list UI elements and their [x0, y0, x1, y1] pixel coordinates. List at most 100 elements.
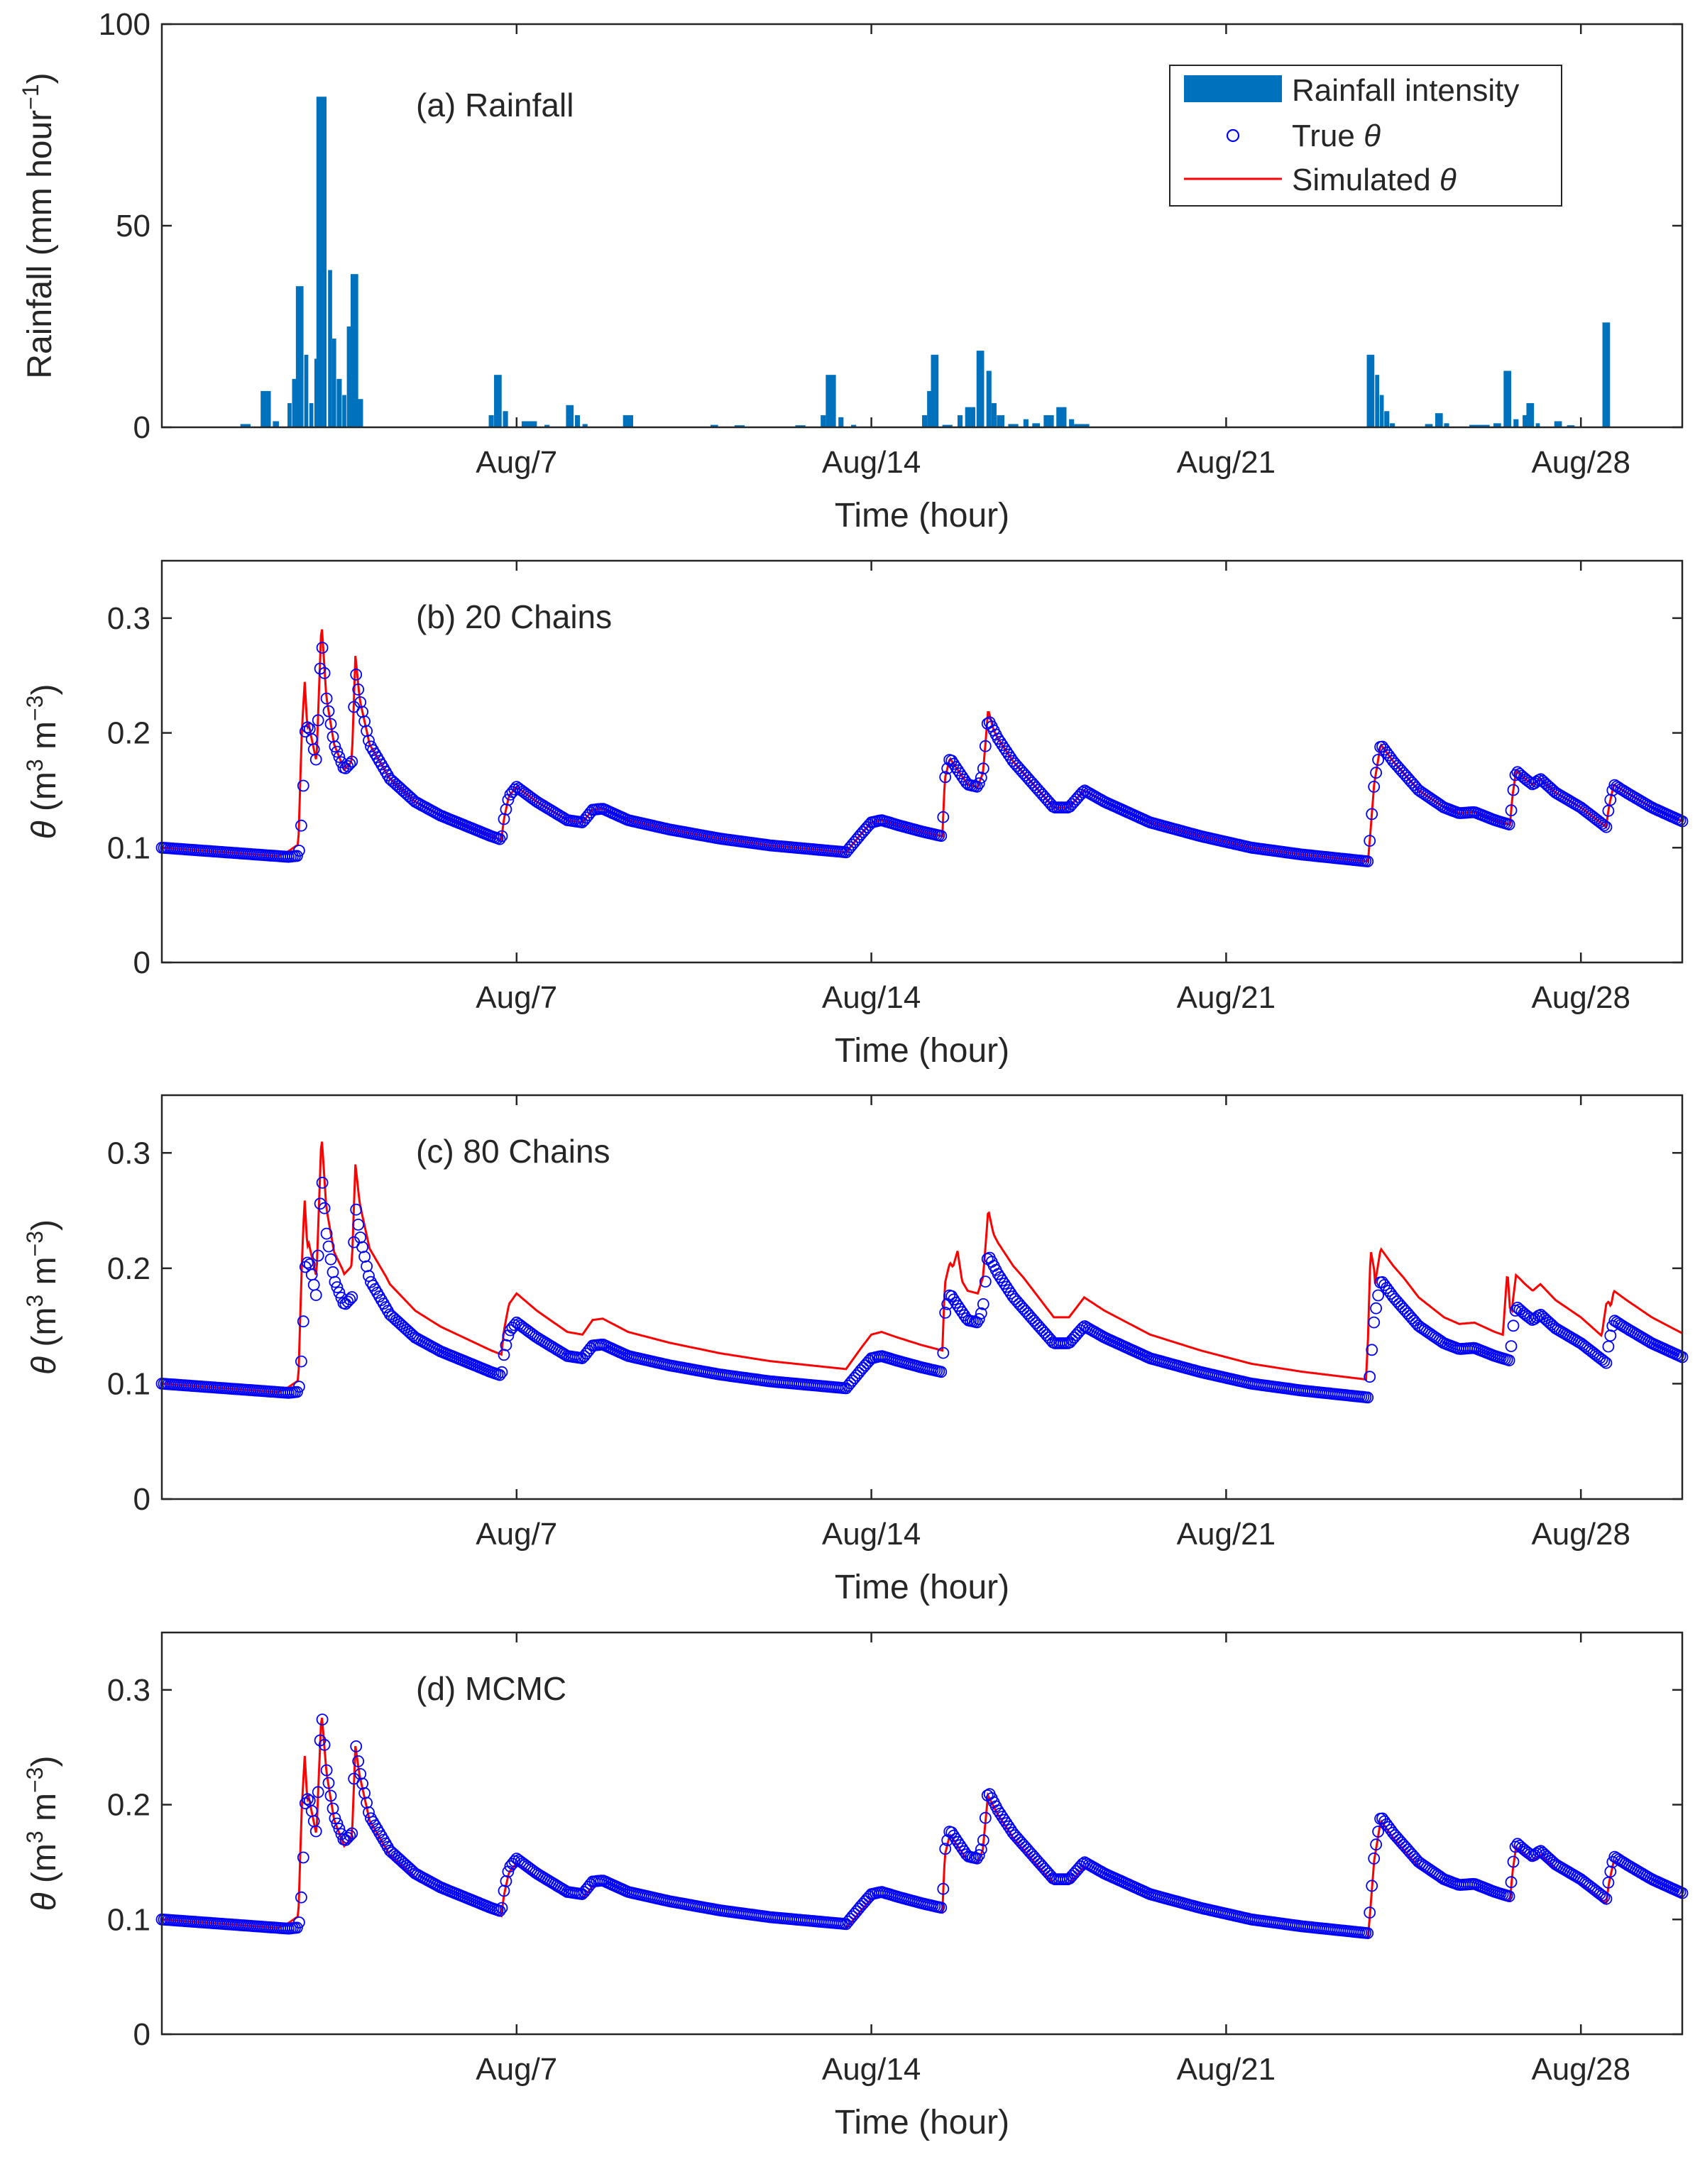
rainfall-bar	[965, 407, 975, 427]
legend-true-sym: θ	[1364, 119, 1381, 153]
true-theta-point	[994, 1807, 1007, 1820]
rainfall-bar	[346, 326, 352, 427]
true-theta-point	[1600, 1892, 1613, 1905]
true-theta-markers	[155, 642, 1689, 867]
x-axis-label: Time (hour)	[835, 1032, 1009, 1070]
rainfall-bar	[1425, 424, 1433, 427]
rainfall-bar	[1567, 425, 1575, 427]
true-theta-point	[1002, 748, 1015, 761]
rainfall-bar	[521, 421, 537, 427]
panel-title: (c) 80 Chains	[416, 1133, 610, 1170]
x-tick-label: Aug/28	[1531, 2052, 1630, 2087]
true-theta-point	[290, 1921, 303, 1934]
x-tick-label: Aug/21	[1177, 445, 1276, 480]
true-theta-point	[1364, 1906, 1376, 1919]
true-theta-point	[1602, 1876, 1615, 1889]
x-tick-label: Aug/14	[822, 2052, 921, 2087]
legend: Rainfall intensity True θ Simulated θ	[1169, 65, 1562, 207]
true-theta-point	[952, 1300, 964, 1312]
true-theta-point	[324, 1253, 337, 1266]
y-tick-label: 100	[99, 7, 150, 42]
true-theta-point	[329, 1275, 341, 1288]
true-theta-point	[1372, 1289, 1384, 1302]
y-tick-label: 0.2	[107, 1788, 150, 1823]
true-theta-point	[948, 757, 960, 770]
true-theta-markers	[155, 1176, 1689, 1404]
true-theta-point	[979, 1811, 992, 1824]
true-theta-point	[290, 1385, 303, 1398]
true-theta-point	[1364, 835, 1376, 847]
true-theta-point	[352, 684, 365, 696]
true-theta-point	[297, 779, 309, 792]
true-theta-point	[956, 1842, 968, 1855]
true-theta-point	[341, 1295, 354, 1308]
x-tick-label: Aug/28	[1531, 1517, 1630, 1552]
y-tick-label: 0.2	[107, 1251, 150, 1286]
true-theta-point	[1596, 1354, 1608, 1366]
true-theta-point	[324, 1789, 337, 1802]
true-theta-point	[350, 1740, 363, 1752]
true-theta-point	[331, 745, 344, 758]
true-theta-point	[996, 1274, 1009, 1287]
true-theta-point	[1366, 1880, 1378, 1892]
y-label-main: (m	[26, 1843, 63, 1892]
rainfall-bar	[1503, 371, 1512, 427]
x-tick-label: Aug/14	[822, 980, 921, 1015]
true-theta-point	[1509, 1840, 1522, 1853]
true-theta-point	[998, 742, 1011, 754]
true-theta-point	[352, 1755, 365, 1767]
rainfall-bar	[261, 390, 271, 427]
rainfall-bar	[292, 378, 297, 427]
true-theta-point	[295, 1355, 307, 1368]
rainfall-bar	[851, 424, 857, 427]
simulated-theta-line	[161, 1141, 1683, 1393]
rainfall-bar	[1513, 419, 1519, 427]
y-label-sup2: −3	[22, 1231, 48, 1256]
x-tick-label: Aug/7	[476, 2052, 557, 2087]
true-theta-point	[952, 764, 964, 777]
y-axis-label: θ (m3 m−3)	[22, 1756, 63, 1911]
y-label-main: Rainfall (mm hour	[21, 110, 59, 379]
true-theta-point	[358, 1251, 371, 1263]
rainfall-bar	[503, 411, 508, 427]
y-label-mid: m	[26, 1793, 63, 1831]
true-theta-point	[1507, 1319, 1520, 1332]
true-theta-point	[1076, 786, 1089, 799]
legend-sim-prefix: Simulated	[1292, 163, 1439, 197]
x-tick-label: Aug/21	[1177, 1517, 1276, 1552]
rainfall-bar	[1074, 424, 1090, 427]
panel-title-a: (a) Rainfall	[416, 87, 574, 124]
true-theta-point	[350, 669, 363, 681]
true-theta-point	[1076, 1858, 1089, 1870]
true-theta-point	[327, 1266, 339, 1278]
true-theta-point	[994, 1271, 1007, 1283]
true-theta-point	[1505, 804, 1518, 817]
true-theta-markers	[155, 1713, 1689, 1940]
rainfall-bar	[273, 421, 279, 427]
y-label-close: )	[26, 1756, 63, 1767]
true-theta-point	[333, 1823, 346, 1835]
rainfall-bar	[942, 424, 953, 427]
true-theta-point	[1372, 754, 1384, 766]
true-theta-point	[297, 1851, 309, 1864]
panel-20-chains: 0 0.1 0.2 0.3 Aug/7 Aug/14 Aug/21 Aug/28 (b) 20 …	[22, 559, 1689, 1070]
true-theta-point	[495, 1366, 508, 1378]
true-theta-point	[979, 740, 992, 752]
y-label-sup1: 3	[22, 759, 48, 772]
rainfall-bar	[544, 424, 550, 427]
true-theta-point	[954, 1839, 966, 1852]
true-theta-point	[1505, 1876, 1518, 1889]
y-tick-label: 50	[116, 209, 150, 243]
x-tick-label: Aug/7	[476, 1517, 557, 1552]
panel-title: (b) 20 Chains	[416, 598, 612, 635]
true-theta-point	[318, 1202, 331, 1214]
y-label-mid: m	[26, 721, 63, 759]
rainfall-bar	[734, 425, 745, 427]
true-theta-point	[331, 1281, 344, 1293]
true-theta-point	[1368, 781, 1381, 793]
rainfall-bar	[922, 415, 928, 427]
y-label-close: )	[26, 684, 63, 696]
y-tick-label: 0.1	[107, 1366, 150, 1401]
rainfall-bar	[488, 415, 494, 427]
rainfall-bar	[1535, 423, 1540, 427]
